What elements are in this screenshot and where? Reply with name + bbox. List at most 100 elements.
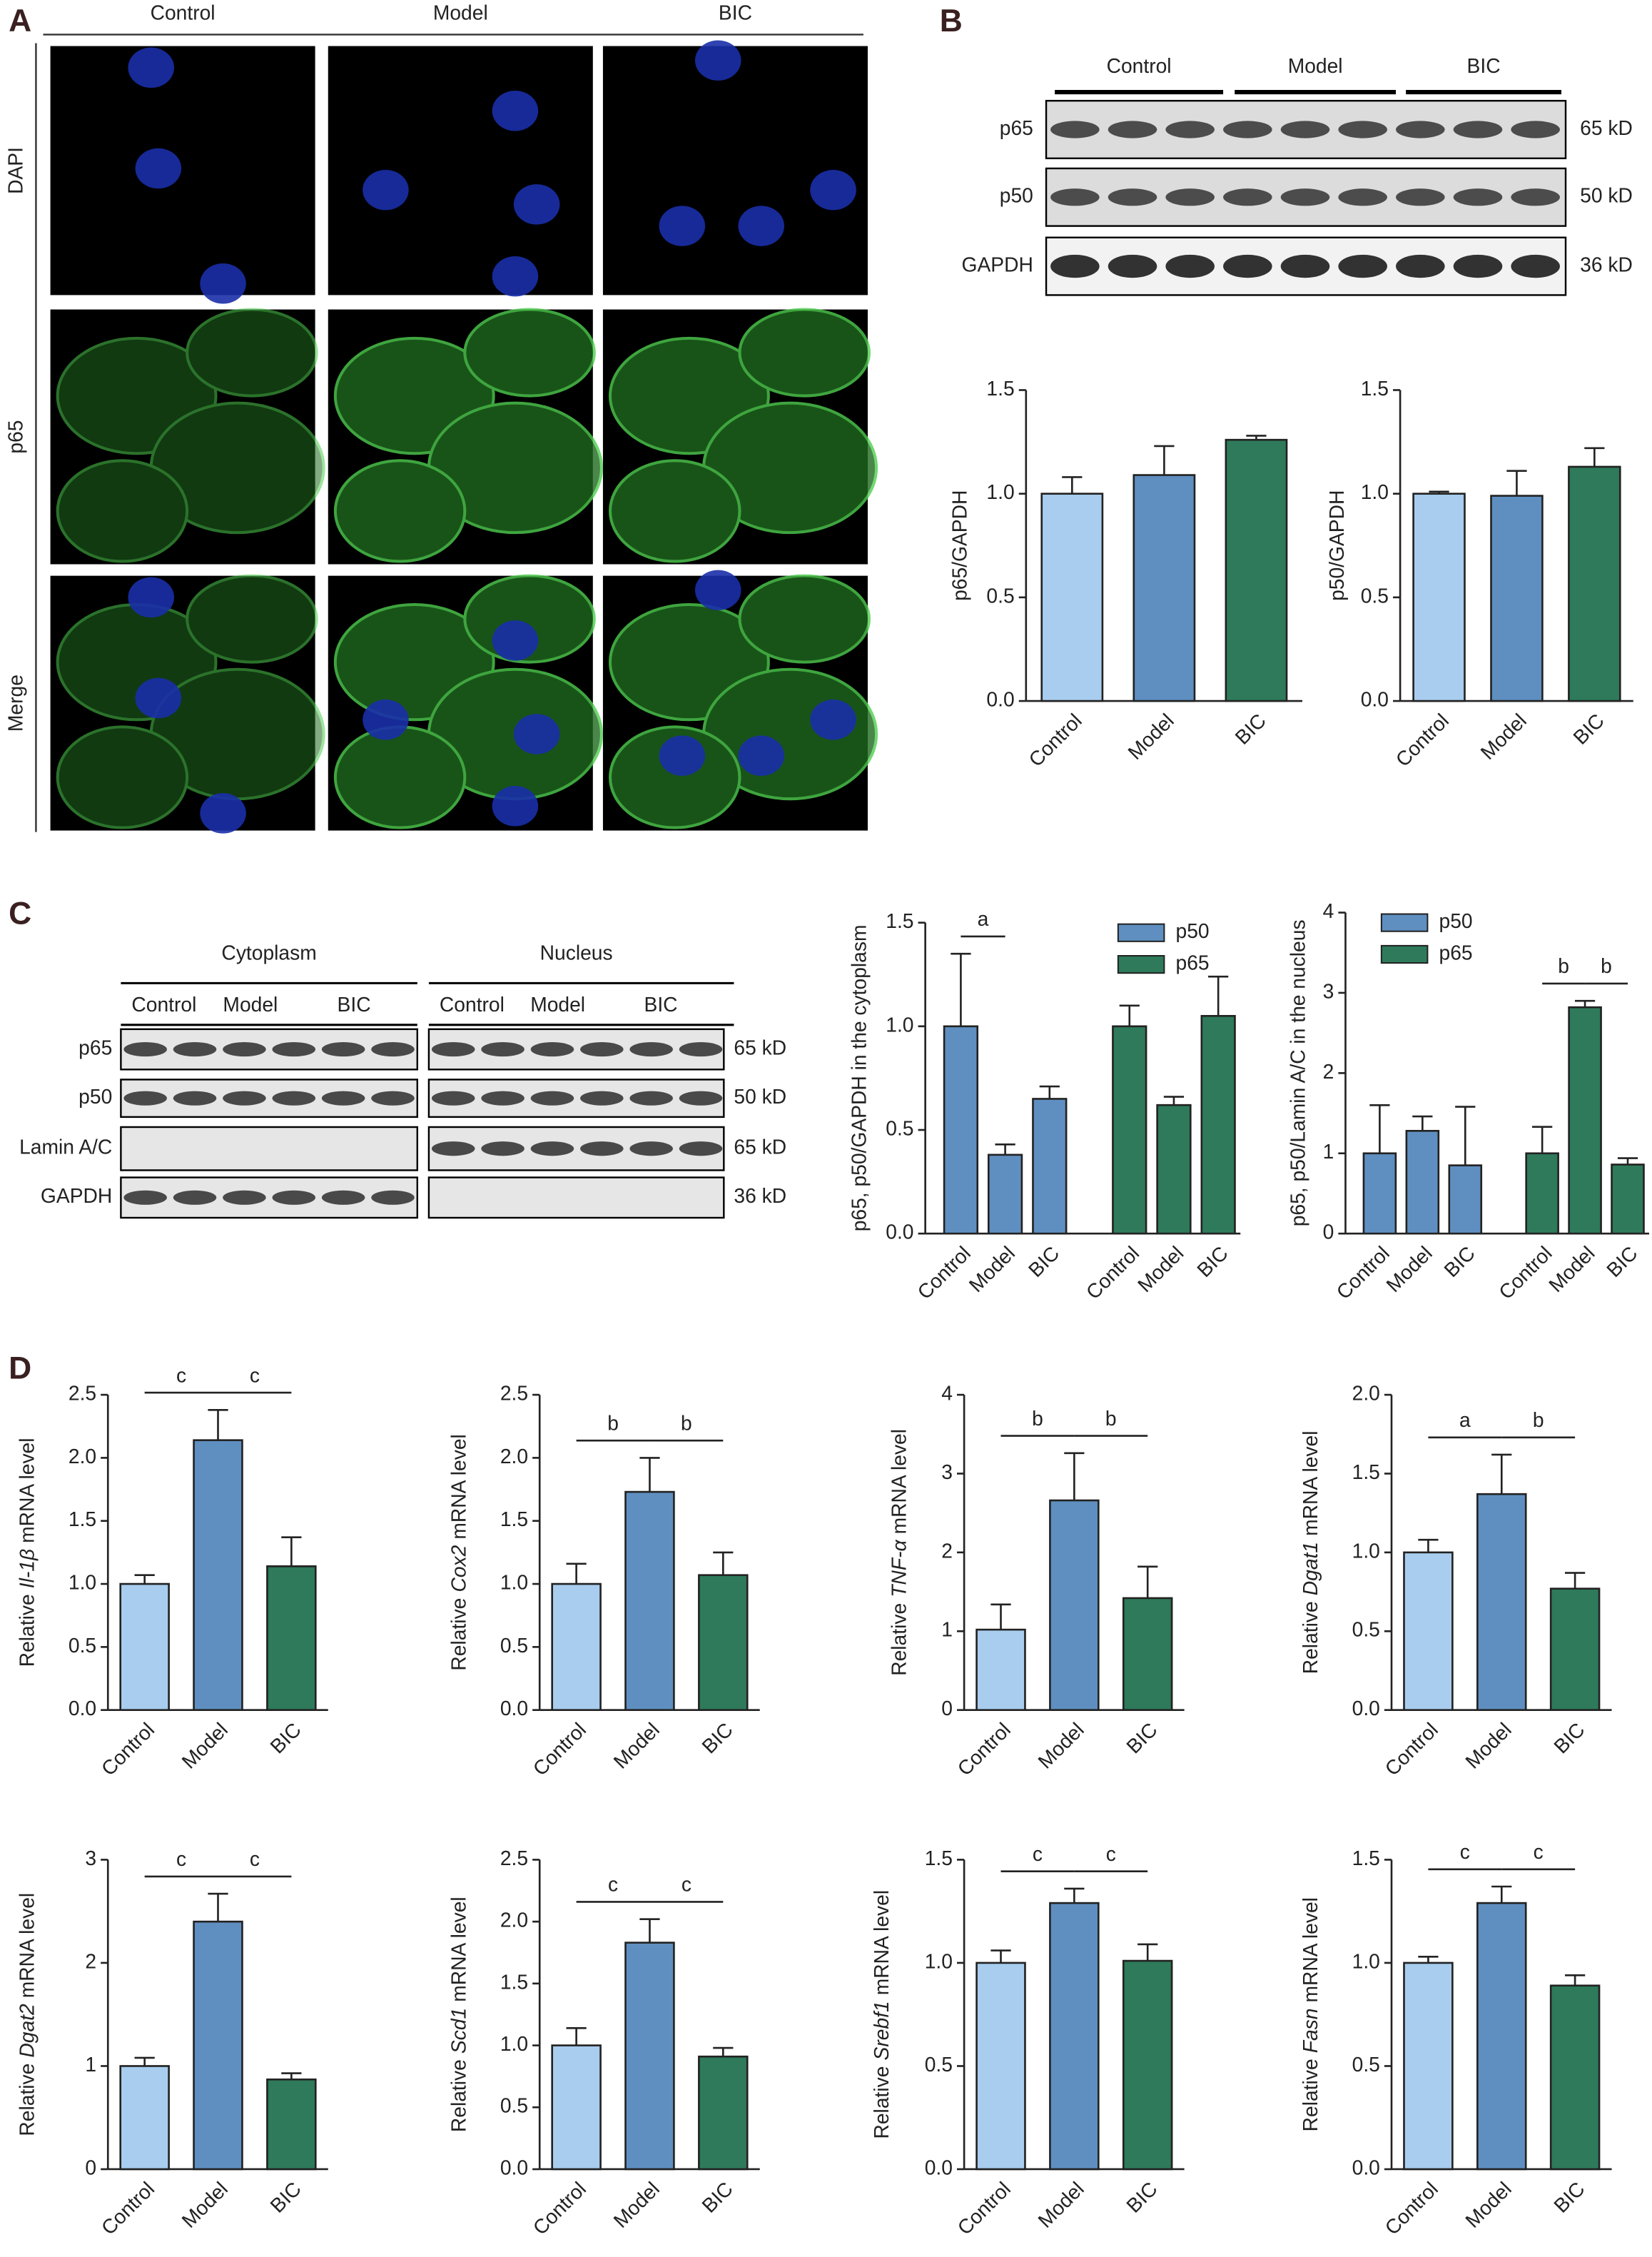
significance-label: a — [978, 907, 989, 930]
x-tick-label: BIC — [1192, 1241, 1232, 1281]
band — [1396, 188, 1445, 206]
y-tick-label: 0.5 — [986, 584, 1014, 607]
band — [629, 1042, 673, 1057]
y-axis-label-part: Scd1 — [447, 2008, 470, 2054]
significance-label: b — [681, 1411, 692, 1434]
x-tick-label: Control — [96, 1718, 158, 1780]
x-tick-label: BIC — [697, 2177, 737, 2217]
band — [431, 1091, 475, 1106]
significance-label: c — [1460, 1840, 1470, 1863]
y-axis-label-part: mRNA level — [871, 1890, 893, 1995]
y-tick-label: 1.5 — [986, 377, 1014, 400]
band — [530, 1141, 574, 1156]
bar — [698, 2055, 749, 2171]
y-tick-label: 0.5 — [69, 1634, 96, 1657]
legend-swatch — [1117, 955, 1165, 974]
y-tick-label: 3 — [85, 1847, 96, 1869]
band — [223, 1091, 266, 1106]
band — [123, 1091, 167, 1106]
error-bar — [1491, 1885, 1512, 1904]
y-axis-label: Relative Scd1 mRNA level — [447, 1897, 470, 2132]
x-tick-label: Control — [528, 1718, 590, 1780]
blot-strip — [427, 1079, 725, 1119]
band — [1050, 121, 1100, 138]
bar — [266, 2078, 317, 2171]
error-bar — [990, 1603, 1011, 1630]
y-tick-label: 2.0 — [500, 1909, 528, 1932]
error-bar — [1412, 1115, 1433, 1131]
cytoplasm — [56, 725, 189, 829]
bar — [1362, 1152, 1397, 1235]
blot-strip — [427, 1126, 725, 1171]
cell-stain — [56, 308, 325, 563]
y-axis-label-part: Relative — [1299, 1601, 1322, 1674]
error-bar — [1208, 975, 1229, 1016]
legend-swatch — [1380, 913, 1429, 932]
y-tick-label: 0.0 — [500, 1697, 528, 1720]
band — [1280, 188, 1330, 206]
nucleus — [363, 169, 409, 211]
x-tick-label: Control — [953, 2177, 1015, 2239]
nucleus — [659, 735, 706, 776]
y-tick-label: 2.5 — [500, 1382, 528, 1405]
bar — [1476, 1902, 1527, 2171]
nucleus — [363, 700, 409, 740]
y-tick-label: 0.5 — [500, 2094, 528, 2117]
nucleus — [694, 40, 741, 81]
x-tick-label: Control — [953, 1718, 1015, 1780]
group-label: BIC — [644, 993, 678, 1016]
cytoplasm — [56, 459, 189, 563]
error-bar — [1246, 435, 1267, 440]
micrograph — [602, 46, 868, 296]
error-bar — [1564, 1572, 1586, 1589]
group-label: BIC — [338, 993, 371, 1016]
nucleus — [738, 735, 785, 776]
y-axis-label-part: Dgat1 — [1299, 1542, 1322, 1595]
band — [371, 1091, 415, 1106]
nucleus — [513, 714, 560, 754]
significance-label: c — [1106, 1842, 1116, 1865]
legend-label: p65 — [1439, 941, 1473, 964]
significance-label: b — [1533, 1408, 1544, 1431]
y-tick-label: 1 — [941, 1618, 953, 1641]
x-tick-label: BIC — [1602, 1241, 1642, 1281]
band — [1108, 254, 1157, 278]
nucleus — [128, 47, 175, 89]
band — [321, 1190, 365, 1205]
error-bar — [1584, 447, 1605, 467]
y-axis-label-part: Relative — [447, 1598, 470, 1671]
group-label: Model — [530, 993, 585, 1016]
y-tick-label: 1.0 — [500, 1570, 528, 1593]
size-label: 50 kD — [1580, 184, 1633, 207]
y-tick-label: 4 — [941, 1382, 953, 1405]
error-bar — [1418, 1538, 1439, 1552]
blot-strip — [427, 1028, 725, 1071]
bar — [266, 1565, 317, 1712]
band — [1108, 121, 1157, 138]
nucleus — [492, 786, 539, 827]
y-tick-label: 1.0 — [886, 1013, 913, 1036]
band — [272, 1190, 316, 1205]
x-tick-label: BIC — [1024, 1241, 1064, 1281]
error-bar — [1119, 1004, 1140, 1026]
band — [1280, 121, 1330, 138]
bar — [1200, 1014, 1236, 1235]
row-label: DAPI — [4, 147, 27, 194]
size-label: 50 kD — [734, 1085, 786, 1108]
band — [1453, 188, 1503, 206]
x-tick-label: BIC — [1122, 2177, 1162, 2217]
band — [679, 1042, 723, 1057]
y-axis-label: Relative Cox2 mRNA level — [447, 1434, 470, 1670]
bar — [1122, 1597, 1173, 1712]
size-label: 65 kD — [734, 1136, 786, 1158]
y-tick-label: 2.5 — [69, 1382, 96, 1405]
y-axis-label-part: mRNA level — [888, 1429, 911, 1534]
row-label: p50 — [78, 1085, 112, 1108]
panel-letter: D — [9, 1351, 31, 1386]
row-label: GAPDH — [41, 1184, 112, 1207]
x-tick-label: Control — [96, 2177, 158, 2239]
y-tick-label: 0.5 — [886, 1116, 913, 1139]
blot-strip — [427, 1176, 725, 1219]
